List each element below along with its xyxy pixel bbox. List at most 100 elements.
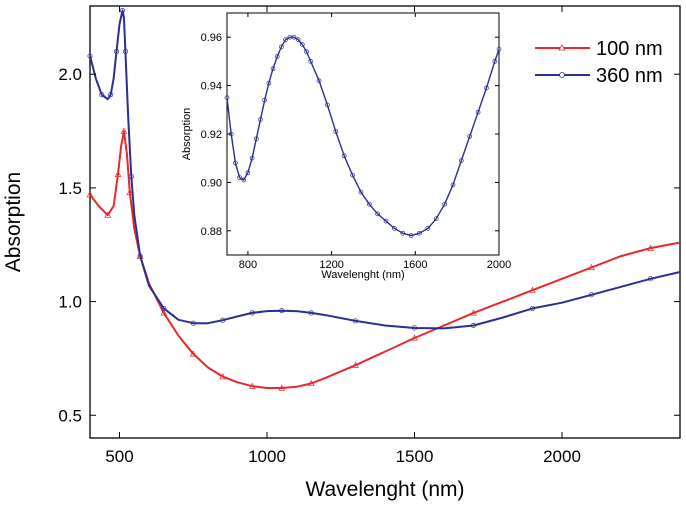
inset-data-point [475, 109, 481, 115]
main-x-tick-label: 1000 [248, 447, 286, 466]
inset-data-point [295, 37, 301, 42]
inset-data-point [450, 182, 456, 188]
main-data-point [104, 211, 112, 218]
inset-data-point [304, 49, 309, 55]
main-y-tick-label: 2.0 [58, 65, 82, 84]
main-data-point [120, 127, 128, 134]
inset-data-point [224, 95, 230, 101]
inset-data-point [258, 117, 263, 122]
main-data-point [647, 276, 654, 282]
main-series-line-100-nm [89, 130, 681, 389]
main-data-point [220, 317, 226, 323]
inset-y-tick-label: 0.94 [201, 81, 222, 93]
main-data-point [470, 309, 477, 316]
main-y-tick-label: 0.5 [58, 406, 82, 425]
main-data-point [411, 325, 418, 331]
inset-data-point [253, 136, 259, 142]
main-data-point [108, 92, 114, 98]
main-data-point [160, 309, 168, 316]
inset-data-point [433, 216, 439, 222]
main-data-point [161, 305, 167, 311]
inset-data-point [266, 80, 272, 86]
inset-data-point [392, 226, 397, 231]
inset-data-point [492, 59, 498, 64]
inset-data-point [400, 230, 406, 236]
main-data-point [647, 244, 654, 251]
main-data-point [99, 92, 105, 98]
main-data-point [279, 308, 285, 314]
legend-label: 360 nm [596, 65, 663, 87]
main-data-point [126, 188, 134, 196]
inset-data-point [366, 201, 372, 207]
inset-data-point [383, 218, 389, 224]
inset-data-point [425, 226, 431, 231]
inset-x-tick-label: 800 [239, 259, 257, 271]
legend-marker [559, 72, 565, 78]
main-data-point [119, 7, 126, 14]
inset-data-point [283, 37, 288, 42]
main-series-line-360-nm [89, 9, 681, 330]
inset-x-tick-label: 2000 [487, 259, 511, 271]
main-data-point [189, 350, 197, 357]
main-data-point [249, 310, 255, 316]
main-y-tick-label: 1.5 [58, 179, 82, 198]
main-data-point [529, 305, 536, 311]
main-x-tick-label: 1500 [396, 447, 434, 466]
main-y-axis-title: Absorption [2, 172, 25, 272]
inset-data-point [333, 129, 339, 134]
inset-plot-frame [226, 12, 500, 256]
main-data-point [307, 379, 315, 387]
main-data-point [87, 53, 93, 59]
inset-x-tick-label: 1200 [319, 259, 343, 271]
main-data-point [190, 320, 196, 326]
inset-data-point [442, 201, 447, 207]
main-y-tick-label: 1.0 [58, 293, 82, 312]
inset-data-point [237, 175, 242, 180]
inset-data-point [249, 155, 255, 161]
main-data-point [122, 48, 128, 55]
main-data-point [352, 318, 359, 324]
inset-data-point [262, 97, 268, 103]
inset-x-tick-label: 1600 [403, 259, 427, 271]
legend-marker [558, 44, 566, 51]
main-data-point [114, 170, 122, 177]
main-data-point [278, 384, 286, 391]
inset-data-point [299, 42, 305, 47]
inset-data-point [350, 172, 355, 178]
inset-data-point [245, 170, 251, 176]
inset-y-tick-label: 0.96 [201, 32, 222, 44]
inset-y-axis-title: Absorption [181, 108, 193, 161]
inset-data-point [274, 54, 280, 59]
inset-x-axis-title: Wavelenght (nm) [321, 269, 404, 281]
main-data-point [411, 334, 418, 341]
main-data-point [248, 382, 256, 389]
main-data-point [352, 361, 359, 368]
main-data-point [588, 263, 595, 271]
inset-data-point [291, 34, 297, 40]
inset-data-point [308, 59, 314, 64]
inset-y-tick-label: 0.90 [201, 177, 222, 189]
inset-data-point [496, 46, 502, 52]
inset-data-point [325, 102, 330, 108]
inset-data-point [417, 230, 422, 236]
inset-data-point [341, 153, 347, 159]
inset-data-point [358, 189, 364, 195]
main-data-point [128, 173, 134, 180]
inset-data-point [484, 85, 489, 91]
inset-series-line-360-nm [226, 36, 500, 237]
inset-data-point [233, 160, 238, 166]
main-data-point [219, 373, 227, 380]
inset-data-point [467, 134, 473, 139]
main-data-point [588, 292, 595, 298]
main-data-point [470, 322, 477, 329]
inset-data-point [458, 158, 464, 163]
main-x-tick-label: 500 [105, 447, 133, 466]
inset-data-point [375, 211, 380, 217]
inset-y-tick-label: 0.92 [201, 129, 222, 141]
inset-data-point [408, 233, 414, 238]
inset-data-point [270, 66, 276, 72]
main-data-point [308, 310, 314, 316]
main-x-tick-label: 2000 [543, 447, 581, 466]
inset-data-point [279, 44, 284, 50]
